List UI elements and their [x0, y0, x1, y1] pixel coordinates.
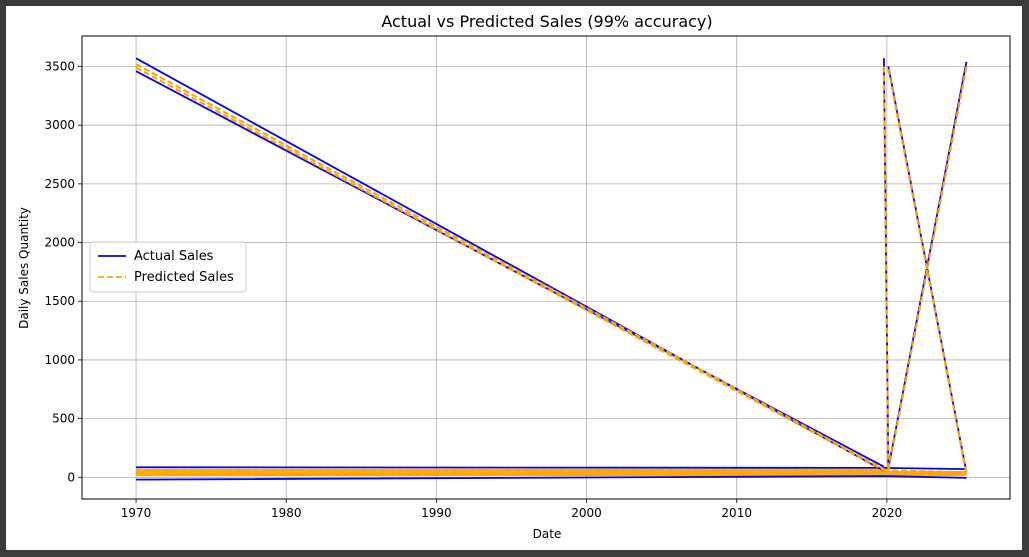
- predicted-sales-line-6: [887, 66, 968, 471]
- legend-box: [89, 241, 247, 293]
- sales-chart: 1970 1980 1990 2000 2010 2020 0 500 1000 1500 200…: [17, 12, 1011, 541]
- x-tick-label-3: 2000: [571, 506, 602, 520]
- chart-title: Actual vs Predicted Sales (99% accuracy): [381, 12, 712, 31]
- y-tick-label-2: 1000: [44, 353, 75, 367]
- predicted-sales-line-4: [882, 66, 890, 471]
- grid-lines: [82, 36, 1010, 499]
- y-tick-label-1: 500: [52, 412, 75, 426]
- x-tick-label-4: 2010: [721, 506, 752, 520]
- y-axis-ticks: 0 500 1000 1500 2000 2500 3000 3500: [44, 60, 82, 484]
- x-tick-label-2: 1990: [421, 506, 452, 520]
- y-tick-label-0: 0: [67, 470, 75, 484]
- predicted-sales-line-0: [135, 63, 885, 471]
- x-axis-label: Date: [533, 527, 562, 541]
- y-tick-label-7: 3500: [44, 60, 75, 74]
- predicted-sales-line-3: [136, 472, 967, 476]
- actual-sales-line-3: [136, 475, 967, 481]
- legend-actual-label: Actual Sales: [134, 249, 214, 264]
- figure-frame: 1970 1980 1990 2000 2010 2020 0 500 1000 1500 200…: [6, 6, 1022, 550]
- y-tick-label-5: 2500: [44, 177, 75, 191]
- predicted-sales-line-1: [135, 66, 885, 472]
- y-tick-label-6: 3000: [44, 118, 75, 132]
- predicted-sales-line-5: [887, 68, 968, 475]
- x-tick-label-5: 2020: [872, 506, 903, 520]
- x-tick-label-1: 1980: [271, 506, 302, 520]
- predicted-sales-line-2: [136, 469, 967, 474]
- y-axis-label: Daily Sales Quantity: [17, 207, 31, 329]
- x-tick-label-0: 1970: [121, 506, 152, 520]
- y-tick-label-3: 1500: [44, 294, 75, 308]
- series-lines: [135, 57, 968, 481]
- y-tick-label-4: 2000: [44, 236, 75, 250]
- legend: Actual Sales Predicted Sales: [89, 241, 247, 293]
- plot-border: [81, 35, 1011, 500]
- x-axis-ticks: 1970 1980 1990 2000 2010 2020: [121, 499, 902, 520]
- legend-predicted-label: Predicted Sales: [134, 270, 234, 285]
